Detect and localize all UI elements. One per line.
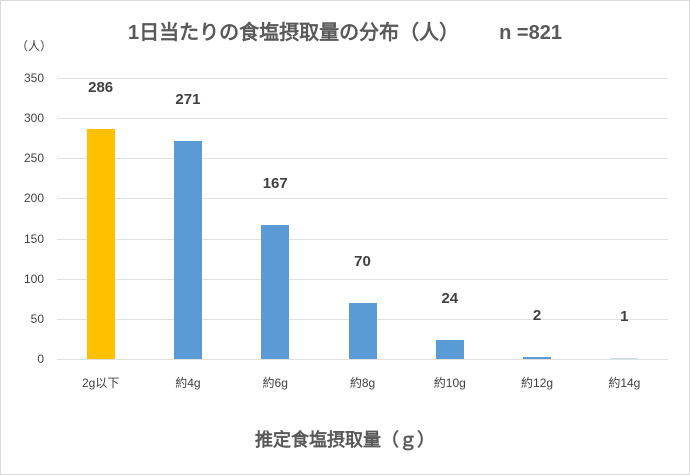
x-tick-label: 約6g <box>262 376 288 390</box>
x-tick-label: 約8g <box>349 376 376 390</box>
data-label: 167 <box>262 174 288 192</box>
bar <box>86 129 115 359</box>
y-tick-label: 100 <box>23 271 44 286</box>
bar <box>261 224 290 359</box>
data-label: 24 <box>441 289 459 307</box>
plot-area: 286 271 167 70 24 2 1 <box>57 78 668 360</box>
data-label: 271 <box>175 91 201 109</box>
gridline <box>57 78 668 79</box>
gridline <box>57 198 668 200</box>
chart-title: 1日当たりの食塩摂取量の分布（人） n =821 <box>0 16 690 45</box>
bar <box>435 339 464 359</box>
data-label: 70 <box>354 252 371 270</box>
y-tick-label: 200 <box>23 191 44 206</box>
y-axis-unit: （人） <box>16 39 53 53</box>
bar <box>348 302 377 359</box>
gridline <box>57 118 668 120</box>
x-tick-label: 約4g <box>175 376 201 390</box>
y-tick-label: 150 <box>23 231 44 246</box>
gridline <box>57 359 668 360</box>
gridline <box>57 278 668 280</box>
gridline <box>57 158 668 160</box>
data-label: 1 <box>620 308 629 326</box>
y-tick-label: 50 <box>30 311 44 326</box>
data-label: 286 <box>88 79 114 97</box>
y-tick-label: 300 <box>23 111 44 126</box>
data-label: 2 <box>532 307 542 325</box>
x-tick-label: 2g以下 <box>81 376 120 390</box>
x-tick-label: 約14g <box>608 376 641 390</box>
gridline <box>57 238 668 240</box>
x-tick-label: 約12g <box>521 376 554 390</box>
y-tick-label: 350 <box>23 71 44 85</box>
x-tick-label: 約10g <box>433 376 466 390</box>
y-tick-label: 250 <box>23 151 44 166</box>
sample-size: n =821 <box>499 22 562 44</box>
bar <box>610 358 639 359</box>
chart-title-text: 1日当たりの食塩摂取量の分布（人） <box>128 22 460 44</box>
y-tick-label: 0 <box>37 352 44 366</box>
x-axis-title: 推定食塩摂取量（ｇ） <box>255 430 435 450</box>
bar <box>523 357 552 359</box>
bar <box>173 141 202 359</box>
